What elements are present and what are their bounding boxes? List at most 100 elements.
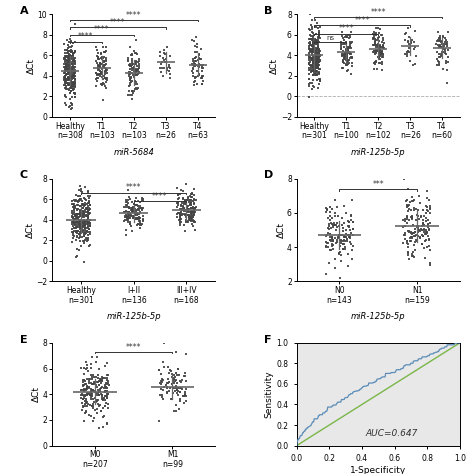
Point <box>64 70 72 77</box>
Point <box>314 46 322 54</box>
Point <box>332 221 339 229</box>
Point <box>164 384 171 392</box>
Point <box>73 246 81 253</box>
Point <box>83 235 91 243</box>
Point <box>83 392 91 399</box>
Point <box>93 75 100 83</box>
Point <box>165 64 173 71</box>
Point <box>92 43 100 51</box>
Point <box>177 210 184 217</box>
Point <box>310 58 318 65</box>
Point <box>66 61 74 68</box>
Point <box>345 56 353 64</box>
Point <box>186 192 193 200</box>
Point <box>184 202 192 210</box>
Point <box>341 55 348 63</box>
Point <box>306 60 313 67</box>
Point <box>63 71 70 79</box>
Point <box>174 191 182 199</box>
Point <box>371 38 379 46</box>
Point <box>92 389 100 396</box>
Point <box>128 63 135 70</box>
Point <box>69 51 76 59</box>
Point <box>127 75 134 83</box>
Point <box>128 52 136 59</box>
Point <box>66 69 73 76</box>
Point <box>132 58 140 65</box>
Point <box>71 20 78 28</box>
Point <box>188 214 196 221</box>
Point <box>419 226 426 233</box>
Point <box>192 57 200 64</box>
Point <box>86 375 94 383</box>
Point <box>340 43 347 51</box>
Point <box>122 231 130 239</box>
Point <box>309 57 317 64</box>
Point <box>435 59 443 66</box>
Point <box>165 370 173 377</box>
Point <box>403 215 411 222</box>
Point <box>66 62 74 69</box>
Point <box>337 42 345 49</box>
Point <box>314 61 321 69</box>
Point <box>190 64 197 72</box>
Point <box>427 204 434 212</box>
Point <box>89 395 96 402</box>
Point <box>378 47 386 55</box>
Point <box>338 28 346 36</box>
Point <box>66 63 74 71</box>
Point <box>327 224 335 232</box>
Point <box>65 52 73 59</box>
Point <box>101 61 109 69</box>
Point <box>409 221 416 229</box>
Point <box>72 228 80 236</box>
Point <box>68 198 76 205</box>
Point <box>64 46 71 54</box>
Point <box>314 50 321 58</box>
Point <box>422 210 430 217</box>
Point <box>75 230 83 238</box>
Point <box>308 16 316 24</box>
Point <box>182 196 189 203</box>
Point <box>126 80 134 87</box>
Point <box>342 60 350 68</box>
Point <box>408 234 416 241</box>
Point <box>404 24 411 31</box>
Point <box>313 68 320 75</box>
Point <box>126 71 133 78</box>
Point <box>401 36 409 44</box>
Point <box>63 82 70 90</box>
Point <box>62 53 70 60</box>
Point <box>377 46 384 54</box>
Point <box>192 34 200 41</box>
Point <box>315 48 323 55</box>
Point <box>133 67 141 74</box>
Point <box>427 210 434 217</box>
Point <box>86 241 93 249</box>
Point <box>70 205 78 213</box>
Point <box>133 85 141 92</box>
Point <box>370 48 377 56</box>
Point <box>311 58 319 66</box>
Point <box>85 218 92 226</box>
Point <box>322 270 329 277</box>
Point <box>191 37 198 45</box>
Point <box>181 391 189 399</box>
Point <box>124 208 132 215</box>
Point <box>137 221 145 228</box>
Point <box>61 76 68 84</box>
Point <box>134 50 141 58</box>
Point <box>66 74 74 82</box>
Point <box>155 366 163 374</box>
Point <box>122 213 130 221</box>
Point <box>343 54 351 62</box>
Point <box>379 38 386 46</box>
Point <box>306 62 314 69</box>
Point <box>91 398 98 405</box>
Point <box>182 208 190 215</box>
Point <box>371 60 378 68</box>
Point <box>329 237 337 245</box>
Point <box>60 61 68 68</box>
Point <box>75 197 83 204</box>
Point <box>126 44 134 51</box>
